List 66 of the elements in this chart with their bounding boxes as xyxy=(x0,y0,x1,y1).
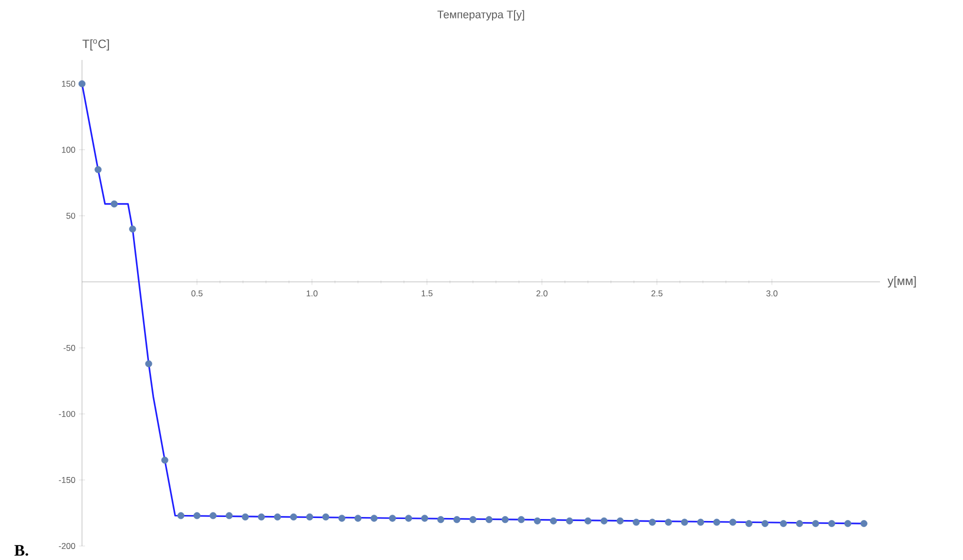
point xyxy=(566,517,574,524)
y-tick-label: -200 xyxy=(58,543,76,549)
point xyxy=(632,518,640,526)
point xyxy=(258,513,265,520)
point xyxy=(193,512,200,520)
point xyxy=(94,166,102,174)
point xyxy=(129,226,136,233)
point xyxy=(502,516,509,524)
point xyxy=(110,200,118,208)
point xyxy=(828,520,836,528)
point xyxy=(405,514,412,522)
point xyxy=(306,513,314,520)
y-tick-label: 150 xyxy=(62,80,76,87)
point xyxy=(370,514,378,522)
point xyxy=(242,513,249,520)
point xyxy=(161,456,168,464)
point xyxy=(745,520,752,528)
x-tick-label: 1.0 xyxy=(306,290,318,296)
point xyxy=(226,512,233,520)
point xyxy=(453,516,460,524)
point xyxy=(550,517,557,524)
y-tick-label: 100 xyxy=(62,146,76,153)
point xyxy=(78,80,86,88)
x-axis-title: y[мм] xyxy=(888,276,916,288)
point xyxy=(664,518,672,526)
point xyxy=(584,517,592,524)
point xyxy=(812,520,820,528)
x-tick-label: 0.5 xyxy=(191,290,203,296)
point xyxy=(697,518,704,526)
point xyxy=(274,513,281,520)
point xyxy=(681,518,688,526)
point xyxy=(145,360,152,368)
x-tick-label: 3.0 xyxy=(766,290,778,296)
y-axis-title: T[$^{o}$C] xyxy=(82,39,109,50)
y-tick-label: -50 xyxy=(64,344,76,351)
x-tick-label: 2.0 xyxy=(536,290,548,296)
y-tick-label: -100 xyxy=(58,410,76,417)
point xyxy=(437,516,444,524)
y-tick-label: 50 xyxy=(66,212,76,219)
x-tick-label: 2.5 xyxy=(651,290,662,296)
point xyxy=(290,513,298,520)
point xyxy=(210,512,217,520)
chart-title: Температура T[y] xyxy=(437,10,524,20)
point xyxy=(469,516,476,524)
point xyxy=(518,516,525,524)
point xyxy=(648,518,656,526)
point xyxy=(338,514,346,522)
point xyxy=(600,517,608,524)
y-tick-label: -150 xyxy=(58,476,76,483)
point xyxy=(616,517,624,524)
point xyxy=(354,514,362,522)
point xyxy=(729,518,736,526)
point xyxy=(534,517,541,524)
point xyxy=(322,513,330,520)
point xyxy=(762,520,769,528)
point xyxy=(780,520,787,528)
point xyxy=(713,518,720,526)
point xyxy=(486,516,493,524)
point xyxy=(421,514,428,522)
point xyxy=(860,520,868,528)
point xyxy=(177,512,184,520)
point xyxy=(844,520,852,528)
point xyxy=(796,520,804,528)
x-tick-label: 1.5 xyxy=(422,290,432,296)
point xyxy=(388,514,396,522)
text: В. xyxy=(14,545,28,556)
